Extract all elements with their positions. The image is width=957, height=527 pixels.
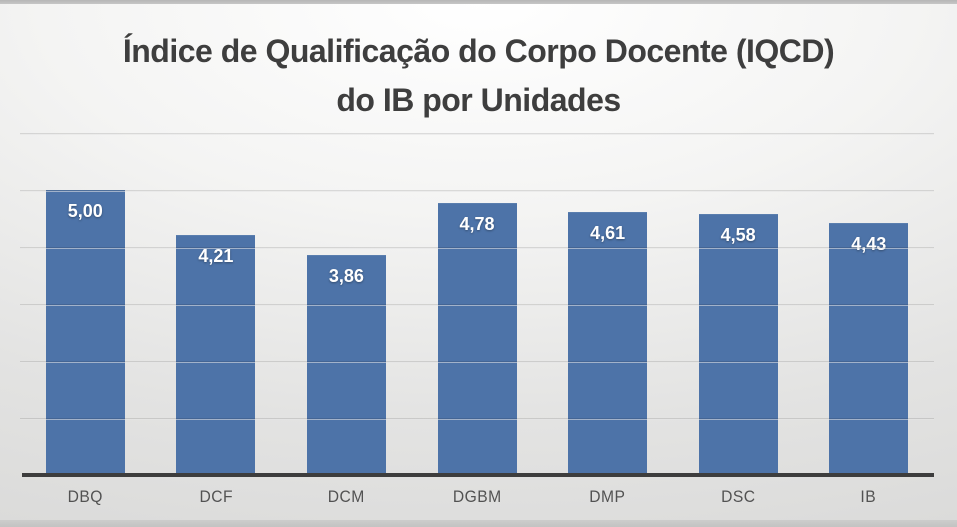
x-axis-line [22,473,934,477]
chart-title-line2: do IB por Unidades [336,82,621,118]
x-axis-label-ib: IB [860,487,877,506]
x-axis-label-dcm: DCM [327,487,365,506]
x-axis-label-dgbm: DGBM [452,487,502,506]
bar-value-label: 4,61 [590,223,626,244]
bar-dsc: 4,58 [698,213,778,475]
bar-ib: 4,43 [829,222,909,475]
bar-value-label: 4,43 [851,233,887,254]
bar-dcm: 3,86 [306,254,386,475]
bar-value-label: 5,00 [67,201,103,221]
bar-value-label: 4,58 [720,224,756,245]
bar-column: 4,21 [151,133,282,475]
bar-column: 4,43 [803,133,934,475]
bar-value-label: 4,21 [198,246,234,267]
bar-column: 4,61 [542,133,673,475]
x-axis-label-dsc: DSC [720,487,756,506]
bar-dcf: 4,21 [176,235,256,475]
bar-column: 4,78 [412,133,543,475]
x-axis-label-dcf: DCF [199,487,233,506]
x-axis-labels: DBQ DCF DCM DGBM DMP DSC IB [20,487,934,511]
top-border-strip [0,0,957,4]
x-axis-label-dmp: DMP [589,487,626,506]
bottom-border-strip [0,520,957,527]
bars-container: 5,00 4,21 3,86 4,78 4,61 4,58 4,43 [20,133,934,475]
plot-area: 5,00 4,21 3,86 4,78 4,61 4,58 4,43 [20,133,934,477]
bar-column: 3,86 [281,133,412,475]
bar-value-label: 4,78 [459,213,495,234]
bar-dbq: 5,00 [45,190,125,475]
bar-value-label: 3,86 [328,265,364,286]
chart-title: Índice de Qualificação do Corpo Docente … [0,27,957,125]
bar-column: 5,00 [20,133,151,475]
x-axis-label-dbq: DBQ [67,487,103,506]
bar-column: 4,58 [673,133,804,475]
chart-title-line1: Índice de Qualificação do Corpo Docente … [122,33,835,69]
bar-dgbm: 4,78 [437,202,517,475]
bar-dmp: 4,61 [568,212,648,475]
